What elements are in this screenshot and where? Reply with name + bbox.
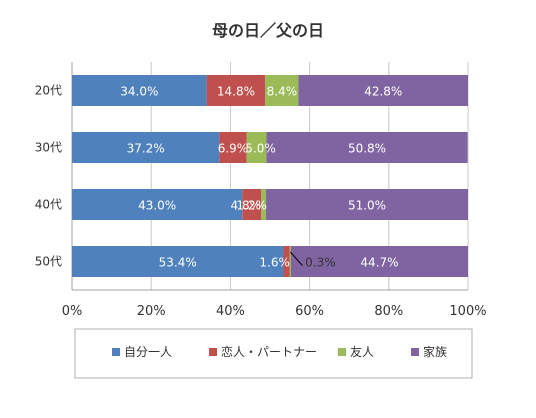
data-label: 4.8%: [231, 199, 262, 213]
bar-segment: [298, 75, 468, 106]
category-axis: 20代 30代 40代 50代: [35, 84, 62, 269]
data-label: 1.2%: [236, 199, 267, 213]
data-label: 53.4%: [159, 256, 197, 270]
data-label: 34.0%: [120, 85, 158, 99]
legend-swatch: [411, 348, 419, 356]
bar-segment: [266, 132, 468, 163]
x-tick-label: 0%: [62, 304, 83, 319]
y-tick-label: 20代: [35, 84, 62, 98]
data-label: 1.6%: [259, 256, 290, 270]
x-tick-label: 20%: [137, 304, 166, 319]
y-tick-label: 30代: [35, 141, 62, 155]
bar-segment: [206, 75, 266, 106]
data-label: 51.0%: [348, 199, 386, 213]
bar-segment: [242, 189, 262, 220]
x-tick-label: 100%: [449, 304, 486, 319]
bar-segment: [290, 246, 468, 277]
data-label: 14.8%: [217, 85, 255, 99]
bar-segment: [283, 246, 290, 277]
bar-segment: [265, 75, 299, 106]
label-leader: [290, 251, 303, 266]
data-label: 43.0%: [138, 199, 176, 213]
bar-segment: [266, 189, 468, 220]
data-label: 8.4%: [267, 85, 298, 99]
data-label: 50.8%: [348, 142, 386, 156]
bar-segment: [72, 246, 284, 277]
legend-swatch: [112, 348, 120, 356]
chart-title: 母の日／父の日: [212, 21, 324, 40]
y-tick-label: 50代: [35, 255, 62, 269]
data-labels: 34.0% 14.8% 8.4% 42.8% 37.2% 6.9%5.0% 50.8% 43.…: [120, 85, 402, 270]
bar-segment: [261, 189, 267, 220]
legend-label: 友人: [350, 345, 374, 359]
data-label: 6.9%: [218, 142, 249, 156]
data-label: 37.2%: [127, 142, 165, 156]
legend-swatch: [338, 348, 346, 356]
bar-segment: [246, 132, 267, 163]
bar-segment: [72, 132, 220, 163]
data-label: 5.0%: [245, 142, 276, 156]
legend-swatch: [209, 348, 217, 356]
bar-segment: [219, 132, 247, 163]
value-axis: 0% 20% 40% 60% 80% 100%: [62, 304, 487, 319]
legend-label: 家族: [423, 344, 447, 359]
data-label: 44.7%: [360, 256, 398, 270]
x-tick-label: 80%: [374, 304, 403, 319]
bar-segment: [72, 189, 243, 220]
bar-segment: [289, 246, 291, 277]
legend-label: 自分一人: [124, 345, 172, 359]
legend-box: [74, 328, 473, 379]
x-tick-label: 40%: [216, 304, 245, 319]
y-tick-label: 40代: [35, 198, 62, 212]
bars: [72, 75, 468, 277]
x-tick-label: 60%: [295, 304, 324, 319]
data-label: 42.8%: [364, 85, 402, 99]
legend: 自分一人 恋人・パートナー 友人 家族: [74, 328, 473, 379]
data-label: 0.3%: [305, 256, 336, 270]
bar-segment: [72, 75, 207, 106]
legend-label: 恋人・パートナー: [221, 344, 317, 359]
